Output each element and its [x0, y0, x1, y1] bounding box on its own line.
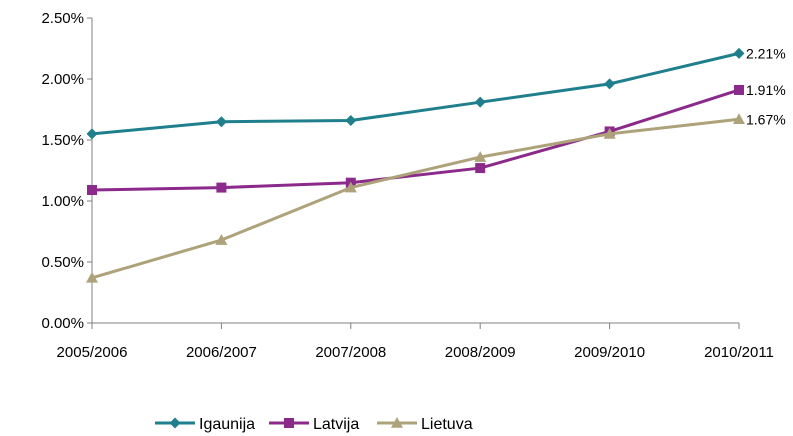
data-point-triangle	[391, 417, 403, 428]
x-tick-label: 2010/2011	[704, 344, 774, 361]
legend-item-latvija: Latvija	[269, 416, 359, 433]
series-layer: 2.21% 1.91% 1.67%	[86, 45, 786, 283]
legend-label: Latvija	[313, 416, 359, 433]
data-point-diamond	[86, 128, 98, 140]
y-tick-label: 2.50%	[41, 10, 84, 27]
data-point-triangle	[86, 271, 98, 283]
legend-label: Lietuva	[421, 416, 473, 433]
x-tick-label: 2006/2007	[186, 344, 257, 361]
y-tick-label: 1.50%	[41, 132, 84, 149]
x-tick-label: 2007/2008	[315, 344, 386, 361]
data-point-square	[216, 182, 227, 193]
end-data-label: 1.67%	[746, 111, 786, 127]
x-tick-label: 2005/2006	[57, 344, 128, 361]
series-line	[91, 117, 740, 280]
series-latvija: 1.91%	[87, 82, 786, 196]
data-point-triangle	[603, 127, 616, 139]
y-tick-label: 1.00%	[41, 193, 84, 210]
data-point-square	[475, 163, 486, 174]
legend-item-igaunija: Igaunija	[155, 416, 255, 433]
data-point-triangle	[344, 181, 357, 193]
x-axis-ticks: 2005/2006 2006/2007 2007/2008 2008/2009 2009…	[57, 323, 774, 361]
series-line	[91, 51, 740, 136]
x-tick-label: 2009/2010	[574, 344, 645, 361]
series-igaunija: 2.21%	[86, 45, 786, 140]
data-point-diamond	[345, 114, 357, 126]
series-lietuva: 1.67%	[86, 111, 786, 283]
data-point-square	[87, 185, 97, 196]
data-point-square	[284, 418, 294, 428]
x-tick-label: 2008/2009	[445, 344, 516, 361]
data-point-diamond	[169, 417, 181, 429]
legend-label: Igaunija	[199, 416, 255, 433]
end-data-label: 1.91%	[746, 82, 786, 98]
data-point-square	[734, 84, 744, 95]
legend: Igaunija Latvija Lietuva	[155, 416, 473, 433]
data-point-triangle	[733, 113, 745, 125]
series-line	[91, 88, 740, 192]
data-point-diamond	[474, 96, 486, 108]
y-axis-ticks: 0.00% 0.50% 1.00% 1.50% 2.00% 2.50%	[41, 10, 92, 332]
legend-item-lietuva: Lietuva	[377, 416, 473, 433]
data-point-diamond	[215, 116, 227, 128]
y-tick-label: 0.00%	[41, 315, 84, 332]
data-point-diamond	[604, 78, 616, 90]
data-point-triangle	[474, 151, 487, 162]
y-tick-label: 0.50%	[41, 254, 84, 271]
data-point-diamond	[733, 47, 745, 59]
end-data-label: 2.21%	[746, 45, 786, 61]
data-point-triangle	[215, 234, 228, 245]
y-tick-label: 2.00%	[41, 71, 84, 88]
